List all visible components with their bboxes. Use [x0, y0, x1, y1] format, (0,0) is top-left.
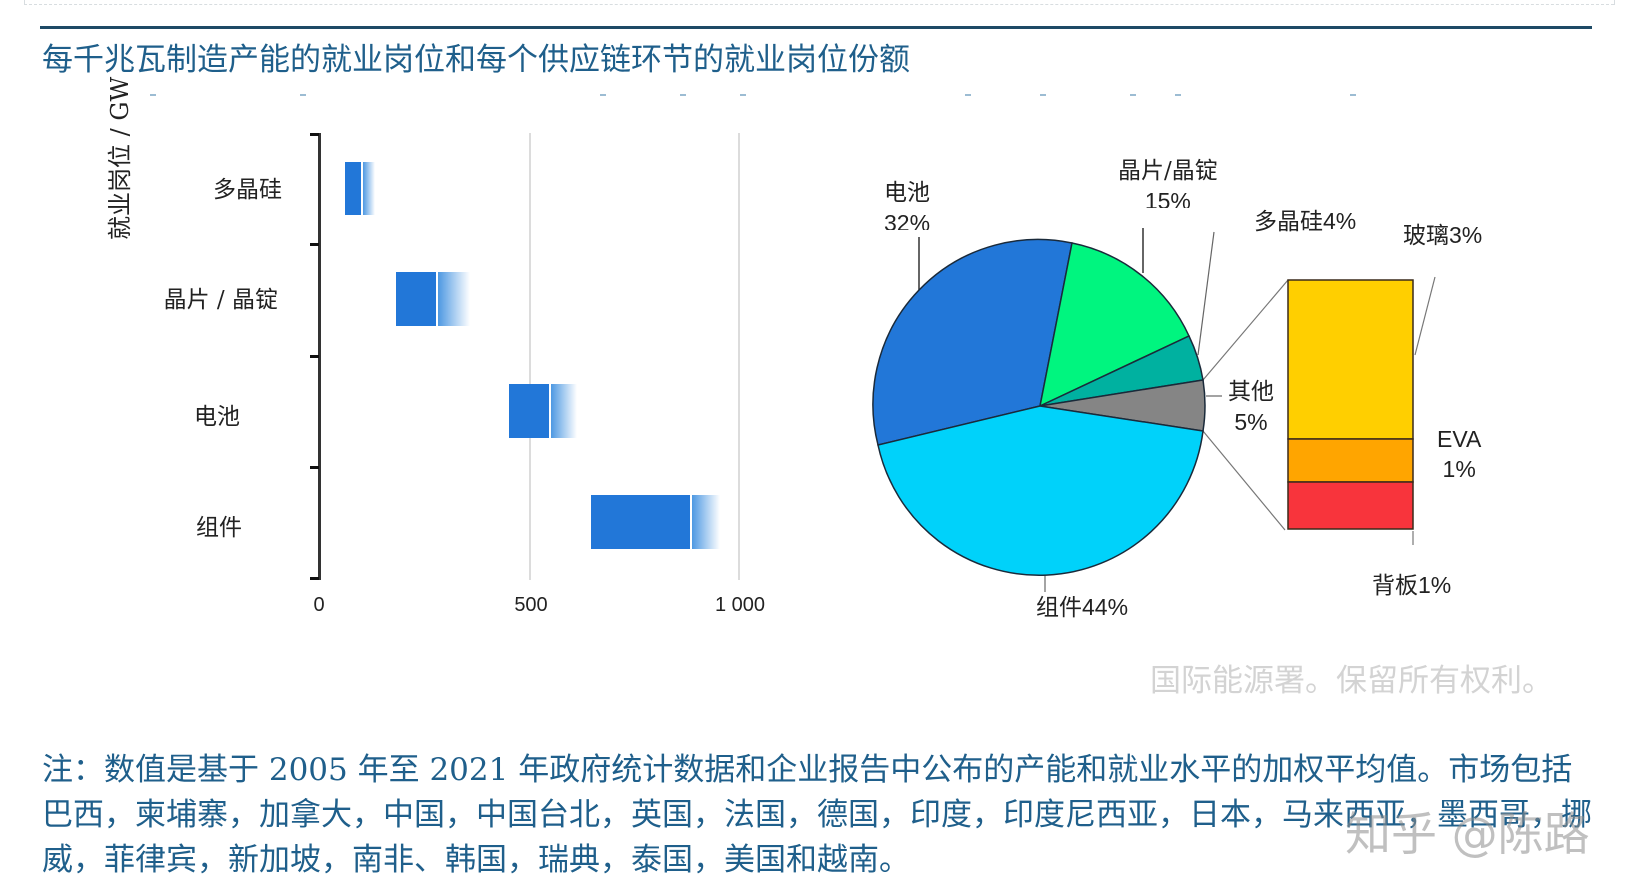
- pie-label-poly-name: 多晶硅: [1254, 209, 1323, 235]
- pie-label-other: 其他 5%: [1228, 377, 1274, 437]
- pie-label-eva-pct: 1%: [1442, 456, 1476, 482]
- bar-wafer-solid: [396, 272, 436, 326]
- bar-cells-range: [549, 384, 577, 438]
- artifact-speck: [965, 94, 971, 96]
- pie-label-backsheet-name: 背板: [1372, 573, 1418, 599]
- bar-polysilicon-range: [361, 162, 375, 215]
- y-axis-tick: [310, 577, 319, 580]
- top-dashed-border: [24, 4, 1614, 5]
- pie-label-backsheet: 背板1%: [1372, 570, 1451, 601]
- pie-slice-wafer: [1038, 242, 1190, 408]
- leader-line-glass: [1414, 276, 1436, 356]
- top-dashed-border-right: [1614, 0, 1615, 5]
- watermark: 知乎 @陈路: [1345, 807, 1590, 861]
- pie-label-wafer-name: 晶片/晶锭: [1118, 158, 1218, 184]
- pie-label-other-pct: 5%: [1234, 409, 1268, 435]
- pie-slice-cells: [872, 238, 1073, 446]
- artifact-speck: [740, 94, 746, 96]
- breakout-segment-glass: [1287, 279, 1414, 440]
- breakout-connector-bottom: [1202, 430, 1286, 531]
- pie-label-glass: 玻璃3%: [1403, 220, 1482, 251]
- pie-label-eva-name: EVA: [1437, 426, 1482, 452]
- x-tick-500: 500: [514, 594, 548, 616]
- breakout-connector-top: [1202, 279, 1289, 381]
- category-label-wafer: 晶片 / 晶锭: [163, 287, 278, 313]
- pie-label-module-name: 组件: [1036, 595, 1082, 621]
- y-axis-tick: [310, 355, 319, 358]
- breakout-segment-eva: [1287, 438, 1414, 483]
- artifact-speck: [150, 94, 156, 96]
- top-dashed-border-left: [24, 0, 25, 5]
- pie-label-module-pct: 44%: [1082, 594, 1129, 620]
- pie-label-poly-pct: 4%: [1323, 208, 1357, 234]
- artifact-speck: [1350, 94, 1356, 96]
- bar-cells-solid: [509, 384, 549, 438]
- pie-label-cells-name: 电池: [884, 180, 931, 206]
- pie-label-module: 组件44%: [1036, 592, 1128, 623]
- x-tick-0: 0: [313, 594, 325, 616]
- y-axis-tick: [310, 243, 319, 246]
- footnote: 注：数值是基于 2005 年至 2021 年政府统计数据和企业报告中公布的产能和…: [42, 752, 1592, 878]
- y-axis-tick: [310, 466, 319, 469]
- bar-polysilicon-solid: [345, 162, 361, 215]
- bar-module-solid: [591, 495, 690, 549]
- y-axis-line: [318, 133, 321, 580]
- artifact-speck: [300, 94, 306, 96]
- breakout-segment-backsheet: [1287, 481, 1414, 530]
- pie-label-backsheet-pct: 1%: [1418, 572, 1452, 598]
- bar-wafer-range: [436, 272, 470, 326]
- category-label-module: 组件: [196, 515, 242, 541]
- artifact-speck: [1130, 94, 1136, 96]
- artifact-speck: [1175, 94, 1181, 96]
- gridline-1000: [738, 133, 740, 580]
- pie-label-other-name: 其他: [1228, 379, 1274, 405]
- pie-label-glass-name: 玻璃: [1403, 223, 1449, 249]
- figure-title: 每千兆瓦制造产能的就业岗位和每个供应链环节的就业岗位份额: [42, 42, 910, 78]
- x-tick-1000: 1 000: [714, 594, 766, 616]
- category-label-polysilicon: 多晶硅: [213, 177, 282, 203]
- leader-line-poly: [1197, 231, 1215, 356]
- pie-label-cells: 电池 32%: [884, 178, 930, 230]
- gridline-500: [529, 133, 531, 580]
- pie-label-polysilicon: 多晶硅4%: [1254, 206, 1356, 237]
- pie-label-wafer: 晶片/晶锭 15%: [1118, 156, 1218, 208]
- pie-label-cells-pct: 32%: [884, 210, 931, 230]
- artifact-speck: [600, 94, 606, 96]
- y-axis-tick: [310, 133, 319, 136]
- bar-module-range: [690, 495, 720, 549]
- source-credit: 国际能源署。保留所有权利。: [1150, 663, 1553, 699]
- pie-slice-module: [877, 405, 1204, 576]
- category-label-cells: 电池: [194, 404, 240, 430]
- pie-label-glass-pct: 3%: [1449, 222, 1483, 248]
- artifact-speck: [1040, 94, 1046, 96]
- pie-label-wafer-pct: 15%: [1144, 188, 1191, 208]
- pie-label-eva: EVA 1%: [1437, 424, 1481, 484]
- title-rule: [40, 26, 1592, 29]
- artifact-speck: [680, 94, 686, 96]
